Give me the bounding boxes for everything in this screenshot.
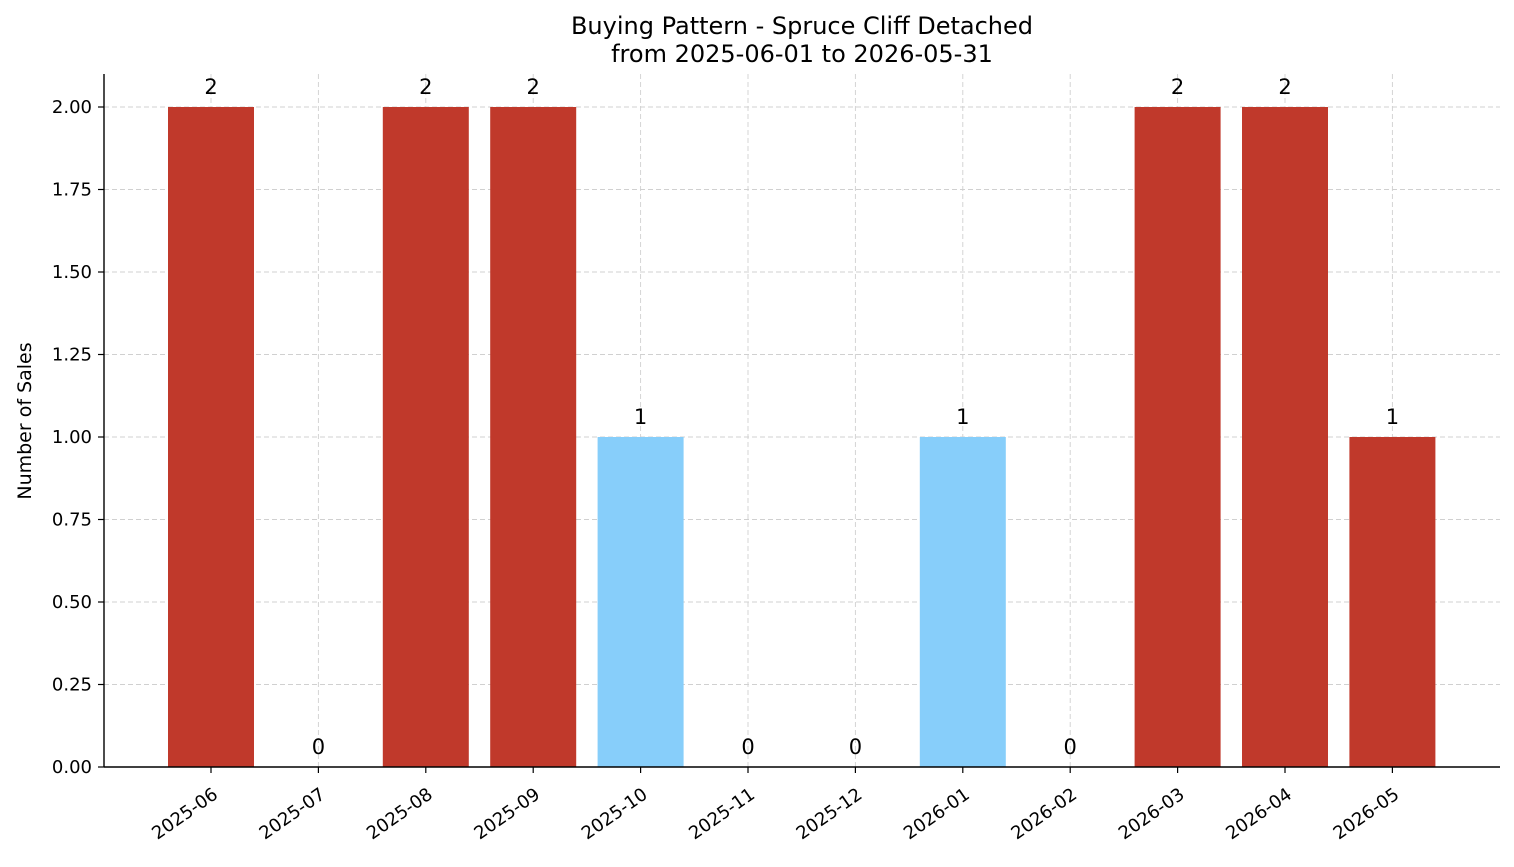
chart-subtitle: from 2025-06-01 to 2026-05-31 <box>611 40 993 68</box>
data-label-2025-08: 2 <box>419 75 432 99</box>
data-label-2025-06: 2 <box>204 75 217 99</box>
x-tick-label: 2026-03 <box>1115 784 1189 844</box>
data-label-2026-03: 2 <box>1171 75 1184 99</box>
x-tick-label: 2025-11 <box>685 784 759 844</box>
x-tick-label: 2026-04 <box>1222 784 1296 844</box>
x-tick-label: 2025-09 <box>470 784 544 844</box>
data-label-2025-09: 2 <box>527 75 540 99</box>
data-label-2026-02: 0 <box>1064 735 1077 759</box>
data-labels: 2 0 2 2 1 0 0 1 0 2 2 1 <box>204 75 1399 759</box>
x-tick-label: 2025-12 <box>793 784 867 844</box>
data-label-2026-01: 1 <box>956 405 969 429</box>
y-tick-label: 1.50 <box>52 262 92 283</box>
bars <box>168 107 1436 767</box>
bar-2026-04 <box>1242 107 1328 767</box>
bar-2025-06 <box>168 107 254 767</box>
y-tick-label: 1.25 <box>52 345 92 366</box>
y-tick-label: 2.00 <box>52 97 92 118</box>
x-tick-label: 2025-07 <box>256 784 330 844</box>
data-label-2025-07: 0 <box>312 735 325 759</box>
y-tick-label: 0.25 <box>52 675 92 696</box>
x-tick-label: 2026-02 <box>1007 784 1081 844</box>
x-tick-label: 2026-01 <box>900 784 974 844</box>
y-axis-label: Number of Sales <box>14 342 36 499</box>
x-tick-label: 2025-08 <box>363 784 437 844</box>
data-label-2026-05: 1 <box>1386 405 1399 429</box>
bar-2025-10 <box>597 437 684 767</box>
data-label-2025-12: 0 <box>849 735 862 759</box>
y-tick-label: 0.50 <box>52 592 92 613</box>
x-tick-label: 2025-06 <box>148 784 222 844</box>
x-tick-label: 2026-05 <box>1330 784 1404 844</box>
data-label-2025-10: 1 <box>634 405 647 429</box>
bar-2026-01 <box>919 437 1006 767</box>
y-tick-label: 1.75 <box>52 180 92 201</box>
bar-2026-05 <box>1349 437 1436 767</box>
data-label-2026-04: 2 <box>1278 75 1291 99</box>
bar-2026-03 <box>1134 107 1221 767</box>
y-tick-label: 1.00 <box>52 427 92 448</box>
bar-2025-08 <box>382 107 469 767</box>
bar-2025-09 <box>490 107 577 767</box>
chart-title: Buying Pattern - Spruce Cliff Detached <box>571 12 1033 40</box>
x-tick-label: 2025-10 <box>578 784 652 844</box>
y-tick-label: 0.75 <box>52 510 92 531</box>
y-tick-label: 0.00 <box>52 757 92 778</box>
data-label-2025-11: 0 <box>741 735 754 759</box>
